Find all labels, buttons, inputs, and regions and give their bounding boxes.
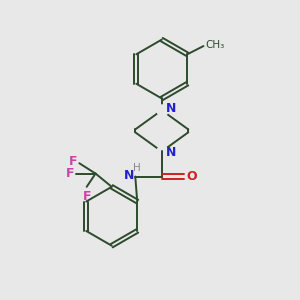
Text: N: N xyxy=(166,146,177,159)
Text: F: F xyxy=(65,167,74,180)
Text: CH₃: CH₃ xyxy=(205,40,224,50)
Text: F: F xyxy=(68,155,77,168)
Text: H: H xyxy=(133,163,141,173)
Text: N: N xyxy=(123,169,134,182)
Text: F: F xyxy=(82,190,91,203)
Text: O: O xyxy=(187,170,197,183)
Text: N: N xyxy=(166,102,177,115)
